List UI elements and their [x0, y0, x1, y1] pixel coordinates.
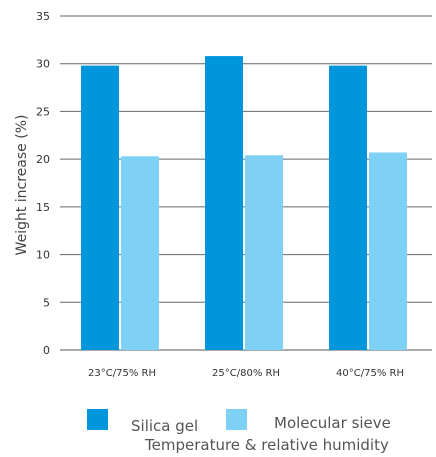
- bar-silica-gel-1: [81, 65, 119, 350]
- x-tick-label: 25°C/80% RH: [212, 368, 280, 379]
- x-tick-label: 23°C/75% RH: [88, 368, 156, 379]
- y-tick-label: 35: [36, 10, 50, 23]
- y-tick-label: 15: [36, 201, 50, 214]
- y-tick-label: 20: [36, 153, 50, 166]
- y-axis-label: Weight increase (%): [14, 115, 30, 256]
- x-tick-labels: 23°C/75% RH 25°C/80% RH 40°C/75% RH: [88, 368, 404, 379]
- x-axis-label: Temperature & relative humidity: [145, 436, 389, 454]
- x-tick-label: 40°C/75% RH: [336, 368, 404, 379]
- legend-label-silica-gel: Silica gel: [131, 417, 199, 435]
- bar-silica-gel-2: [205, 56, 243, 351]
- legend-swatch-silica-gel: [87, 409, 108, 430]
- y-tick-label: 30: [36, 58, 50, 71]
- y-tick-label: 25: [36, 105, 50, 118]
- bar-molecular-sieve-2: [245, 155, 283, 350]
- bar-silica-gel-3: [329, 65, 367, 350]
- y-tick-label: 10: [36, 249, 50, 262]
- y-tick-label: 0: [43, 344, 50, 357]
- y-tick-label: 5: [43, 296, 50, 309]
- bar-molecular-sieve-1: [121, 156, 159, 350]
- y-tick-labels: 0 5 10 15 20 25 30 35: [36, 10, 50, 357]
- legend-label-molecular-sieve: Molecular sieve: [274, 414, 391, 432]
- bar-molecular-sieve-3: [369, 152, 407, 350]
- legend-swatch-molecular-sieve: [226, 409, 247, 430]
- bars: [81, 56, 407, 351]
